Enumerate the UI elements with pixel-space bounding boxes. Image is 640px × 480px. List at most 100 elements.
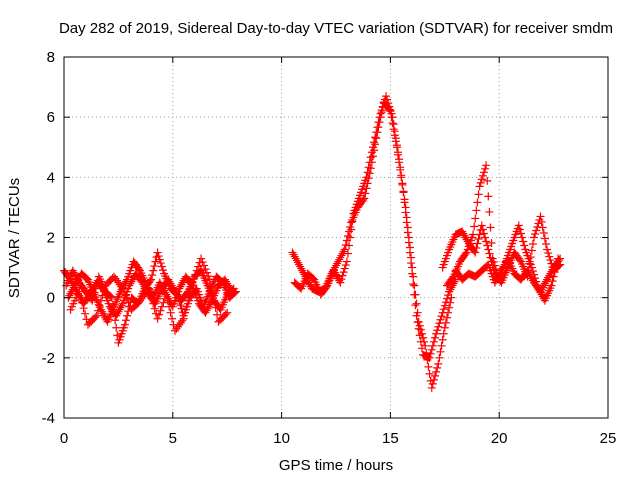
data-point [411, 290, 420, 299]
data-point [396, 163, 405, 172]
data-point [411, 301, 420, 310]
data-point [122, 316, 131, 325]
data-point [528, 240, 537, 249]
data-point [172, 289, 181, 298]
data-point [474, 235, 483, 244]
data-point [221, 310, 230, 319]
data-point [99, 309, 108, 318]
data-point [341, 261, 350, 270]
data-point [365, 158, 374, 167]
data-point [364, 163, 373, 172]
data-point [173, 290, 182, 299]
data-point [179, 314, 188, 323]
data-point [91, 313, 100, 322]
data-point [527, 274, 536, 283]
data-point [525, 270, 534, 279]
data-point [291, 254, 300, 263]
data-point [163, 296, 172, 305]
data-point [425, 369, 434, 378]
data-point [556, 254, 565, 263]
data-point [367, 148, 376, 157]
data-point [371, 133, 380, 142]
data-point [474, 190, 483, 199]
data-point [111, 274, 120, 283]
data-point [336, 278, 345, 287]
data-point [402, 213, 411, 222]
data-point [481, 164, 490, 173]
data-point [471, 248, 480, 257]
data-point [337, 251, 346, 260]
data-point [148, 271, 157, 280]
data-point [153, 314, 162, 323]
data-point [332, 270, 340, 279]
data-point [444, 308, 453, 317]
data-point [290, 252, 299, 261]
data-point [168, 314, 177, 323]
data-point [435, 353, 444, 362]
data-point [392, 141, 401, 150]
data-point [329, 266, 338, 275]
data-point [66, 289, 75, 298]
data-point [399, 187, 408, 196]
data-point [536, 287, 545, 296]
data-point [541, 277, 550, 286]
data-point [79, 304, 88, 313]
data-point [434, 322, 443, 331]
data-point [555, 256, 564, 265]
data-point [78, 298, 87, 307]
data-point [440, 301, 449, 310]
data-point [359, 195, 368, 204]
data-point [389, 120, 398, 129]
data-point [81, 309, 90, 318]
data-point [194, 262, 203, 271]
data-point [493, 274, 502, 283]
data-point [432, 329, 441, 338]
data-point [335, 255, 344, 264]
data-point [296, 262, 305, 271]
data-point [175, 284, 184, 293]
data-point [115, 280, 124, 289]
data-point [181, 308, 190, 317]
data-point [375, 113, 384, 122]
data-point [82, 315, 91, 324]
data-point [394, 148, 403, 157]
data-point [123, 311, 132, 320]
data-point [543, 275, 552, 284]
data-point [110, 308, 119, 317]
data-point [155, 278, 164, 287]
data-point [407, 253, 416, 262]
data-point [154, 252, 163, 261]
data-point [292, 256, 301, 265]
data-point [178, 316, 187, 325]
data-point [441, 318, 450, 327]
data-point [150, 304, 159, 313]
data-point [472, 206, 481, 215]
data-point [337, 275, 346, 284]
data-point [397, 171, 406, 180]
data-point [422, 348, 431, 357]
data-point [231, 287, 240, 296]
data-point [419, 333, 428, 342]
y-tick-label: 6 [47, 109, 55, 126]
data-point [120, 288, 129, 297]
data-point [404, 233, 413, 242]
data-point [520, 241, 529, 250]
data-point [339, 268, 348, 277]
data-point [385, 102, 394, 111]
data-point [447, 293, 456, 302]
data-point [471, 214, 480, 223]
data-point [157, 282, 166, 291]
data-point [204, 272, 213, 281]
data-point [438, 335, 447, 344]
data-point [140, 290, 149, 299]
data-point [117, 282, 126, 291]
data-point [176, 282, 185, 291]
data-point [149, 266, 158, 275]
data-point [413, 308, 422, 317]
data-point [147, 294, 156, 303]
data-point [436, 347, 445, 356]
y-tick-label: 4 [47, 169, 55, 186]
data-point [478, 225, 487, 234]
data-point [514, 221, 523, 230]
